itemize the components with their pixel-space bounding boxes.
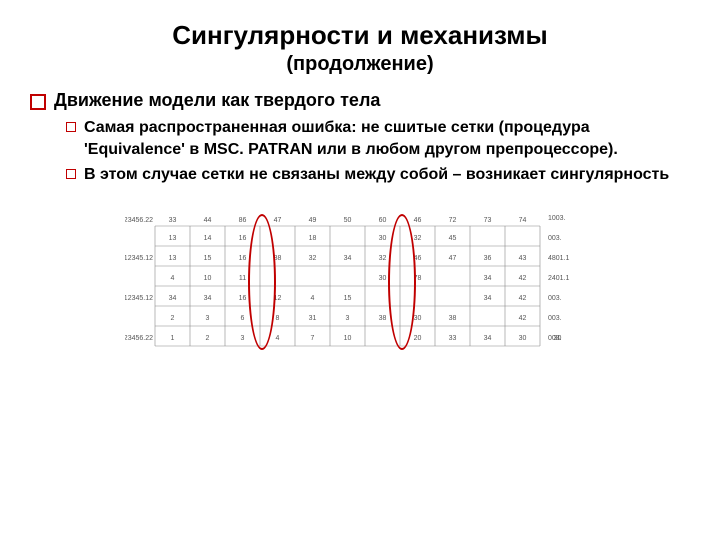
svg-text:32: 32 — [379, 255, 387, 262]
highlight-ellipse — [248, 214, 276, 350]
svg-text:3: 3 — [346, 315, 350, 322]
svg-text:3: 3 — [206, 315, 210, 322]
svg-text:7: 7 — [311, 335, 315, 342]
svg-text:30: 30 — [379, 235, 387, 242]
svg-text:1: 1 — [171, 335, 175, 342]
svg-text:42: 42 — [519, 315, 527, 322]
svg-text:32: 32 — [309, 255, 317, 262]
svg-text:003.: 003. — [548, 315, 562, 322]
mesh-grid-svg: 4123456.22334486474950604672737413141618… — [125, 204, 595, 364]
svg-text:4: 4 — [276, 335, 280, 342]
highlight-ellipse — [388, 214, 416, 350]
svg-text:1003.: 1003. — [548, 215, 566, 222]
svg-text:112345.12: 112345.12 — [125, 255, 153, 262]
svg-text:15: 15 — [344, 295, 352, 302]
svg-text:34: 34 — [484, 275, 492, 282]
svg-text:44: 44 — [204, 217, 212, 224]
svg-text:4123456.22: 4123456.22 — [125, 217, 153, 224]
svg-text:32: 32 — [414, 235, 422, 242]
svg-text:86: 86 — [239, 217, 247, 224]
svg-text:50: 50 — [344, 217, 352, 224]
svg-text:30: 30 — [379, 275, 387, 282]
svg-text:14: 14 — [204, 235, 212, 242]
svg-text:42: 42 — [519, 295, 527, 302]
svg-text:36: 36 — [484, 255, 492, 262]
svg-text:38: 38 — [449, 315, 457, 322]
list-item: Самая распространенная ошибка: не сшитые… — [66, 117, 690, 160]
svg-text:30: 30 — [414, 315, 422, 322]
svg-text:4: 4 — [171, 275, 175, 282]
svg-text:15: 15 — [204, 255, 212, 262]
svg-text:38: 38 — [379, 315, 387, 322]
svg-text:3: 3 — [241, 335, 245, 342]
svg-text:20: 20 — [414, 335, 422, 342]
mesh-figure: 4123456.22334486474950604672737413141618… — [125, 204, 595, 364]
heading-text: Движение модели как твердого тела — [54, 90, 380, 111]
svg-text:10: 10 — [204, 275, 212, 282]
svg-text:003.: 003. — [548, 295, 562, 302]
svg-text:34: 34 — [484, 295, 492, 302]
svg-text:13: 13 — [169, 255, 177, 262]
svg-text:2401.1: 2401.1 — [548, 275, 570, 282]
figure-container: 4123456.22334486474950604672737413141618… — [30, 204, 690, 364]
page-title: Сингулярности и механизмы — [30, 20, 690, 51]
svg-text:47: 47 — [449, 255, 457, 262]
svg-text:33: 33 — [169, 217, 177, 224]
svg-text:60: 60 — [379, 217, 387, 224]
svg-text:4: 4 — [311, 295, 315, 302]
svg-text:4801.1: 4801.1 — [548, 255, 570, 262]
svg-text:11: 11 — [239, 275, 246, 282]
square-bullet-icon — [30, 94, 46, 110]
svg-text:73: 73 — [484, 217, 492, 224]
svg-text:18: 18 — [309, 235, 317, 242]
square-bullet-icon — [66, 169, 76, 179]
svg-text:2: 2 — [171, 315, 175, 322]
bullet-text: В этом случае сетки не связаны между соб… — [84, 164, 669, 186]
list-item: В этом случае сетки не связаны между соб… — [66, 164, 690, 186]
svg-text:16: 16 — [239, 295, 247, 302]
section-heading: Движение модели как твердого тела — [30, 90, 690, 111]
svg-text:16: 16 — [239, 255, 247, 262]
svg-text:003.: 003. — [548, 335, 562, 342]
svg-text:74: 74 — [519, 217, 527, 224]
svg-text:2: 2 — [206, 335, 210, 342]
svg-text:34: 34 — [484, 335, 492, 342]
svg-text:16: 16 — [239, 235, 247, 242]
svg-text:34: 34 — [204, 295, 212, 302]
svg-text:45: 45 — [449, 235, 457, 242]
svg-text:13: 13 — [169, 235, 177, 242]
svg-text:6: 6 — [241, 315, 245, 322]
svg-text:10: 10 — [344, 335, 352, 342]
svg-text:8: 8 — [276, 315, 280, 322]
page-subtitle: (продолжение) — [30, 53, 690, 76]
svg-text:4123456.22: 4123456.22 — [125, 335, 153, 342]
svg-text:112345.12: 112345.12 — [125, 295, 153, 302]
svg-text:46: 46 — [414, 217, 422, 224]
svg-text:31: 31 — [309, 315, 317, 322]
svg-text:33: 33 — [449, 335, 457, 342]
square-bullet-icon — [66, 122, 76, 132]
svg-text:72: 72 — [449, 217, 457, 224]
svg-text:34: 34 — [344, 255, 352, 262]
sub-bullet-list: Самая распространенная ошибка: не сшитые… — [66, 117, 690, 186]
svg-text:42: 42 — [519, 275, 527, 282]
svg-text:003.: 003. — [548, 235, 562, 242]
svg-text:47: 47 — [274, 217, 282, 224]
bullet-text: Самая распространенная ошибка: не сшитые… — [84, 117, 690, 160]
svg-text:43: 43 — [519, 255, 527, 262]
svg-text:30: 30 — [519, 335, 527, 342]
svg-text:34: 34 — [169, 295, 177, 302]
svg-text:49: 49 — [309, 217, 317, 224]
